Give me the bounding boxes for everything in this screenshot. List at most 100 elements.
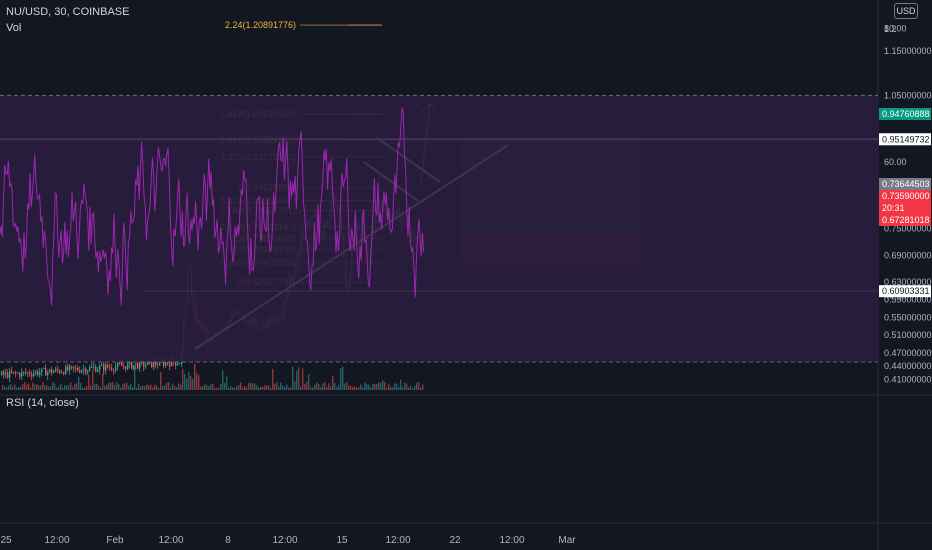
- volume-bar: [376, 384, 378, 390]
- candle-body: [91, 367, 93, 368]
- candle-body: [159, 359, 161, 366]
- candle-body: [39, 372, 41, 375]
- volume-bar: [374, 383, 376, 390]
- volume-bar: [224, 382, 226, 390]
- candle-body: [95, 367, 97, 372]
- volume-bar: [238, 385, 240, 390]
- price-tag-label: 0.67281018: [882, 215, 930, 225]
- volume-bar: [152, 387, 154, 390]
- volume-bar: [54, 383, 56, 390]
- candle-body: [21, 371, 23, 377]
- volume-bar: [128, 385, 130, 390]
- candle-body: [153, 361, 155, 368]
- volume-bar: [210, 384, 212, 390]
- currency-button[interactable]: USD: [894, 3, 918, 19]
- candle-body: [71, 366, 73, 367]
- candle-body: [107, 364, 109, 368]
- volume-bar: [290, 387, 292, 390]
- volume-bar: [96, 383, 98, 390]
- volume-bar: [188, 371, 190, 390]
- candle-body: [83, 368, 85, 371]
- volume-bar: [200, 386, 202, 390]
- candle-body: [41, 368, 43, 373]
- volume-bar: [192, 378, 194, 390]
- candle-body: [165, 362, 167, 366]
- volume-bar: [142, 385, 144, 390]
- volume-bar: [416, 382, 418, 390]
- price-tag: [879, 190, 931, 202]
- volume-bar: [156, 385, 158, 390]
- volume-bar: [392, 387, 394, 390]
- volume-bar: [196, 373, 198, 390]
- volume-bar: [86, 386, 88, 390]
- time-axis-tick: Mar: [558, 535, 576, 546]
- level-price-label: 0.60903331: [882, 286, 930, 296]
- volume-bar: [64, 385, 66, 390]
- time-axis-tick: 12:00: [158, 535, 183, 546]
- volume-bar: [420, 387, 422, 390]
- candle-body: [79, 370, 81, 373]
- volume-bar: [2, 385, 4, 390]
- price-axis-tick: 0.75000000: [884, 224, 932, 234]
- volume-bar: [344, 383, 346, 390]
- candle-body: [37, 371, 39, 375]
- candle-body: [89, 367, 91, 371]
- candle-body: [99, 365, 101, 370]
- volume-bar: [372, 384, 374, 390]
- candle-body: [67, 366, 69, 371]
- time-axis-tick: 8: [225, 535, 231, 546]
- volume-bar: [394, 383, 396, 390]
- candle-body: [125, 366, 127, 370]
- volume-bar: [14, 384, 16, 390]
- volume-bar: [74, 384, 76, 390]
- candle-body: [5, 372, 7, 375]
- volume-bar: [232, 387, 234, 390]
- volume-bar: [370, 387, 372, 390]
- candle-body: [105, 364, 107, 371]
- volume-bar: [130, 384, 132, 390]
- volume-bar: [298, 367, 300, 390]
- candle-body: [63, 372, 65, 375]
- candle-body: [131, 361, 133, 369]
- volume-bar: [104, 385, 106, 390]
- volume-bar: [212, 384, 214, 390]
- volume-bar: [58, 386, 60, 390]
- candle-body: [81, 370, 83, 373]
- volume-bar: [272, 368, 274, 390]
- price-axis-tick: 0.55000000: [884, 312, 932, 322]
- volume-bar: [400, 379, 402, 390]
- candle-body: [19, 373, 21, 377]
- volume-bar: [304, 383, 306, 390]
- volume-bar: [92, 370, 94, 390]
- time-axis-tick: 12:00: [272, 535, 297, 546]
- volume-bar: [306, 381, 308, 390]
- candle-body: [61, 372, 63, 374]
- volume-bar: [10, 384, 12, 390]
- volume-bar: [84, 387, 86, 390]
- volume-bar: [50, 386, 52, 390]
- volume-bar: [292, 366, 294, 390]
- volume-bar: [166, 382, 168, 390]
- volume-bar: [274, 383, 276, 390]
- volume-bar: [282, 385, 284, 390]
- candle-body: [59, 370, 61, 373]
- volume-bar: [332, 375, 334, 390]
- volume-bar: [194, 363, 196, 390]
- volume-bar: [148, 385, 150, 390]
- volume-bar: [220, 383, 222, 390]
- volume-bar: [244, 386, 246, 390]
- volume-bar: [320, 387, 322, 390]
- candle-body: [101, 364, 103, 366]
- price-axis-tick: 0.41000000: [884, 374, 932, 384]
- time-axis-tick: Feb: [106, 535, 124, 546]
- volume-bar: [216, 387, 218, 390]
- volume-bar: [348, 385, 350, 390]
- volume-bar: [198, 375, 200, 390]
- volume-bar: [280, 382, 282, 390]
- volume-bar: [174, 386, 176, 390]
- candle-body: [35, 371, 37, 374]
- candle-body: [57, 368, 59, 371]
- volume-bar: [214, 387, 216, 390]
- volume-bar: [328, 383, 330, 390]
